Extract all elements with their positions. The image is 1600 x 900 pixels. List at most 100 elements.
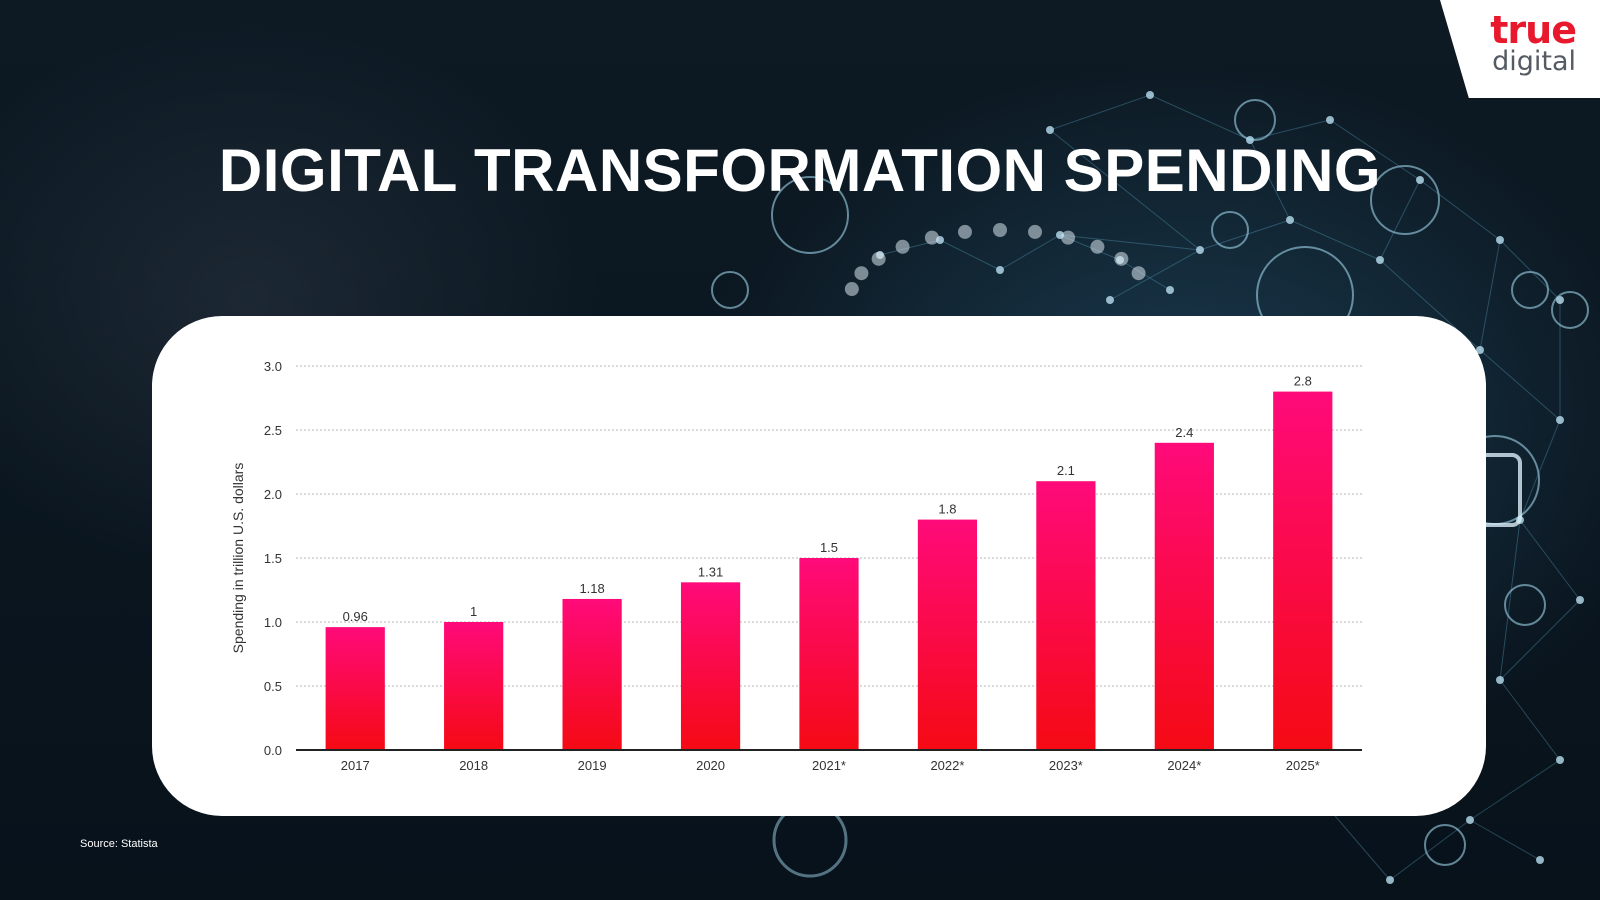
network-line xyxy=(1469,759,1561,821)
data-label: 1 xyxy=(470,604,477,619)
dot-arc xyxy=(924,230,939,245)
user-icon xyxy=(771,176,849,254)
x-tick-label: 2019 xyxy=(578,758,607,773)
network-node xyxy=(1196,246,1204,254)
logo: true digital xyxy=(1440,0,1600,98)
network-line xyxy=(1479,239,1501,351)
network-node xyxy=(1496,236,1504,244)
dot-arc xyxy=(1114,251,1129,266)
dot-arc xyxy=(1028,224,1043,239)
x-tick-label: 2017 xyxy=(341,758,370,773)
data-label: 1.18 xyxy=(579,581,604,596)
dot-arc xyxy=(1131,266,1146,281)
network-node xyxy=(1166,286,1174,294)
network-line xyxy=(1469,819,1541,861)
y-tick-label: 2.5 xyxy=(264,423,282,438)
network-line xyxy=(1049,129,1201,251)
network-node xyxy=(1556,416,1564,424)
dot-arc xyxy=(895,239,910,254)
bar xyxy=(325,627,385,750)
network-line xyxy=(1199,219,1291,251)
user-icon xyxy=(711,271,749,309)
data-label: 1.8 xyxy=(938,502,956,517)
dot-arc xyxy=(844,282,859,297)
page-title: DIGITAL TRANSFORMATION SPENDING xyxy=(218,137,1382,204)
network-line xyxy=(1519,519,1581,601)
network-line xyxy=(1479,349,1561,421)
y-tick-label: 1.0 xyxy=(264,615,282,630)
network-line xyxy=(1499,599,1581,681)
data-label: 0.96 xyxy=(343,609,368,624)
network-line xyxy=(1419,179,1501,241)
source-note: Source: Statista xyxy=(80,838,158,850)
data-label: 1.31 xyxy=(698,564,723,579)
network-line xyxy=(1499,519,1521,681)
data-label: 2.4 xyxy=(1175,425,1193,440)
bar xyxy=(562,598,622,750)
network-node xyxy=(1476,346,1484,354)
x-tick-label: 2020 xyxy=(696,758,725,773)
y-tick-label: 0.0 xyxy=(264,743,282,758)
network-node xyxy=(1146,91,1154,99)
network-node xyxy=(1046,126,1054,134)
network-node xyxy=(1536,856,1544,864)
network-node xyxy=(1496,676,1504,684)
network-node xyxy=(1386,876,1394,884)
bar xyxy=(799,558,859,750)
bar xyxy=(444,622,504,750)
network-line xyxy=(1499,239,1561,301)
data-label: 1.5 xyxy=(820,540,838,555)
bar xyxy=(1036,481,1096,750)
bar xyxy=(917,519,978,750)
bar xyxy=(1154,442,1214,750)
y-tick-label: 1.5 xyxy=(264,551,282,566)
y-tick-label: 3.0 xyxy=(264,359,282,374)
user-icon xyxy=(1234,99,1276,141)
network-node xyxy=(1326,116,1334,124)
network-line xyxy=(1249,119,1331,141)
network-line xyxy=(1249,139,1291,221)
user-icon xyxy=(1211,211,1249,249)
data-label: 2.8 xyxy=(1294,374,1312,389)
user-icon xyxy=(1504,584,1546,626)
user-icon xyxy=(1551,291,1589,329)
network-line xyxy=(1149,94,1251,141)
network-node xyxy=(1556,296,1564,304)
network-node xyxy=(1576,596,1584,604)
user-icon xyxy=(1511,271,1549,309)
x-tick-label: 2022* xyxy=(930,758,964,773)
network-line xyxy=(1059,234,1201,251)
network-line xyxy=(1499,679,1561,761)
dot-arc xyxy=(1090,239,1105,254)
network-line xyxy=(939,239,1001,271)
y-tick-label: 0.5 xyxy=(264,679,282,694)
network-line xyxy=(1389,819,1471,881)
network-line xyxy=(1519,419,1561,521)
user-icon xyxy=(1424,824,1466,866)
user-icon xyxy=(1370,165,1440,235)
dot-arc xyxy=(854,266,869,281)
network-node xyxy=(996,266,1004,274)
dot-arc xyxy=(993,223,1007,237)
x-tick-label: 2023* xyxy=(1049,758,1083,773)
bar xyxy=(680,582,741,750)
y-tick-label: 2.0 xyxy=(264,487,282,502)
y-axis-label: Spending in trillion U.S. dollars xyxy=(230,463,246,654)
x-tick-label: 2025* xyxy=(1286,758,1320,773)
dot-arc xyxy=(1061,230,1076,245)
network-line xyxy=(999,234,1061,271)
x-tick-label: 2018 xyxy=(459,758,488,773)
logo-true-text: true xyxy=(1490,8,1577,52)
network-node xyxy=(1286,216,1294,224)
data-label: 2.1 xyxy=(1057,463,1075,478)
dot-arc xyxy=(957,224,972,239)
chart-card: 0.0 0.5 1.0 1.5 2.0 2.5 3.0 Spending in trillio… xyxy=(152,316,1486,816)
network-line xyxy=(1329,809,1391,881)
x-tick-label: 2024* xyxy=(1167,758,1201,773)
network-node xyxy=(1106,296,1114,304)
network-line xyxy=(1379,179,1421,261)
network-line xyxy=(1049,94,1151,131)
network-node xyxy=(1416,176,1424,184)
network-line xyxy=(1289,219,1381,261)
